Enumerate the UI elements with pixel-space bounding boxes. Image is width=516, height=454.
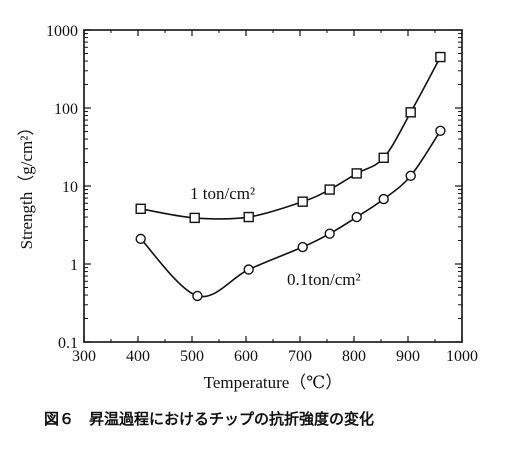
x-tick-label: 600 bbox=[234, 348, 258, 365]
series-markers bbox=[135, 51, 446, 302]
data-point-circle bbox=[243, 264, 254, 275]
y-axis-label: Strength（g/cm²） bbox=[17, 119, 36, 250]
y-tick-label: 1 bbox=[70, 257, 78, 274]
plot-frame bbox=[83, 29, 463, 343]
data-point-square bbox=[189, 212, 200, 224]
x-tick-label: 500 bbox=[180, 348, 204, 365]
x-tick-label: 800 bbox=[342, 348, 366, 365]
x-tick-label: 900 bbox=[396, 348, 420, 365]
data-point-circle bbox=[435, 125, 446, 137]
data-point-circle bbox=[405, 170, 416, 182]
data-point-circle bbox=[297, 241, 308, 253]
y-tick-label: 1000 bbox=[46, 23, 78, 40]
data-point-square bbox=[243, 211, 254, 223]
data-point-square bbox=[378, 152, 389, 163]
data-point-circle bbox=[324, 228, 335, 239]
data-point-square bbox=[297, 196, 308, 207]
data-point-square bbox=[435, 51, 446, 63]
data-point-square bbox=[324, 184, 335, 195]
data-point-circle bbox=[378, 193, 389, 205]
series-lines bbox=[140, 56, 442, 298]
tick-labels: 300 400 500 600 700 800 900 1000 0.1 1 10 100 1000 bbox=[46, 23, 478, 365]
x-axis-label: Temperature（℃） bbox=[204, 373, 343, 392]
y-tick-label: 100 bbox=[54, 101, 78, 118]
x-tick-label: 400 bbox=[126, 348, 150, 365]
data-point-square bbox=[405, 107, 416, 118]
data-point-circle bbox=[192, 290, 203, 302]
data-point-circle bbox=[135, 233, 146, 245]
y-tick-label: 0.1 bbox=[58, 335, 78, 352]
data-point-square bbox=[351, 168, 362, 179]
data-point-square bbox=[135, 203, 146, 215]
axis-ticks bbox=[83, 29, 463, 343]
y-tick-label: 10 bbox=[62, 179, 78, 196]
series-label-1ton: 1 ton/cm² bbox=[190, 184, 255, 203]
x-tick-label: 700 bbox=[288, 348, 312, 365]
x-tick-label: 1000 bbox=[446, 348, 478, 365]
figure-caption: 図６ 昇温過程におけるチップの抗折強度の変化 bbox=[44, 410, 374, 428]
x-tick-label: 300 bbox=[72, 348, 96, 365]
series-line-0 bbox=[140, 56, 442, 220]
data-point-circle bbox=[351, 211, 362, 223]
series-label-01ton: 0.1ton/cm² bbox=[287, 270, 361, 289]
